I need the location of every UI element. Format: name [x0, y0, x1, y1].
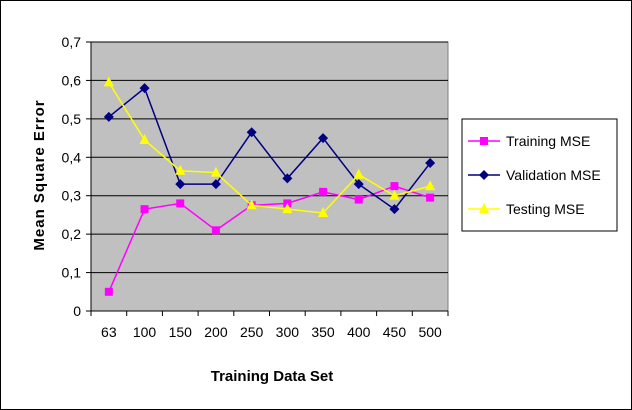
data-point — [211, 226, 220, 235]
x-tick-label: 400 — [347, 324, 371, 340]
data-point — [318, 133, 329, 144]
x-tick-label: 300 — [276, 324, 300, 340]
x-axis-ticks: 63 100 150 200 250 300 350 400 450 500 — [90, 311, 449, 340]
data-point — [426, 193, 435, 202]
x-tick-label: 200 — [204, 324, 228, 340]
y-tick-label: 0,2 — [62, 226, 82, 242]
plot-background — [90, 41, 449, 312]
x-tick-label: 63 — [101, 324, 117, 340]
x-tick-label: 250 — [240, 324, 264, 340]
series-layer — [103, 76, 436, 296]
legend-marker — [480, 137, 488, 145]
x-tick-label: 450 — [383, 324, 407, 340]
y-axis-title: Mean Square Error — [31, 99, 48, 250]
data-point — [319, 187, 328, 196]
data-point — [139, 83, 150, 94]
plot-area — [90, 41, 449, 312]
data-point — [389, 189, 400, 200]
data-point — [175, 179, 186, 190]
data-point — [139, 133, 150, 144]
data-point — [246, 199, 257, 210]
data-point — [353, 179, 364, 190]
data-point — [210, 179, 221, 190]
data-point — [210, 166, 221, 177]
data-point — [282, 203, 293, 214]
y-tick-label: 0,6 — [62, 72, 82, 88]
data-point — [353, 168, 364, 179]
data-point — [104, 287, 113, 296]
data-point — [176, 199, 185, 208]
y-tick-label: 0,7 — [62, 34, 82, 50]
y-tick-label: 0,3 — [62, 188, 82, 204]
data-point — [175, 164, 186, 175]
data-point — [103, 76, 114, 87]
data-point — [389, 204, 400, 215]
data-point — [103, 111, 114, 122]
legend: Training MSE Validation MSE Testing MSE — [461, 118, 618, 232]
data-point — [425, 180, 436, 191]
legend-label: Validation MSE — [506, 167, 601, 183]
x-axis-title: Training Data Set — [211, 368, 334, 385]
y-axis-ticks: 0 0,1 0,2 0,3 0,4 0,5 0,6 0,7 — [62, 34, 91, 319]
legend-label: Testing MSE — [506, 201, 585, 217]
data-point — [246, 127, 257, 138]
legend-marker — [479, 203, 489, 213]
series-line — [108, 185, 431, 293]
x-tick-label: 350 — [311, 324, 335, 340]
series-line — [108, 86, 431, 211]
y-tick-label: 0 — [73, 303, 81, 319]
x-tick-label: 100 — [133, 324, 157, 340]
legend-label: Training MSE — [506, 133, 590, 149]
y-tick-label: 0,1 — [62, 265, 82, 281]
data-point — [282, 173, 293, 184]
data-point — [140, 205, 149, 214]
series-testing-mse — [103, 76, 436, 218]
data-point — [390, 182, 399, 191]
legend-marker — [479, 170, 489, 180]
series-validation-mse — [103, 83, 436, 215]
data-point — [425, 158, 436, 169]
data-point — [354, 195, 363, 204]
y-tick-label: 0,5 — [62, 111, 82, 127]
x-tick-label: 500 — [418, 324, 442, 340]
y-tick-label: 0,4 — [62, 149, 82, 165]
series-line — [108, 81, 431, 214]
data-point — [318, 207, 329, 218]
x-tick-label: 150 — [169, 324, 193, 340]
